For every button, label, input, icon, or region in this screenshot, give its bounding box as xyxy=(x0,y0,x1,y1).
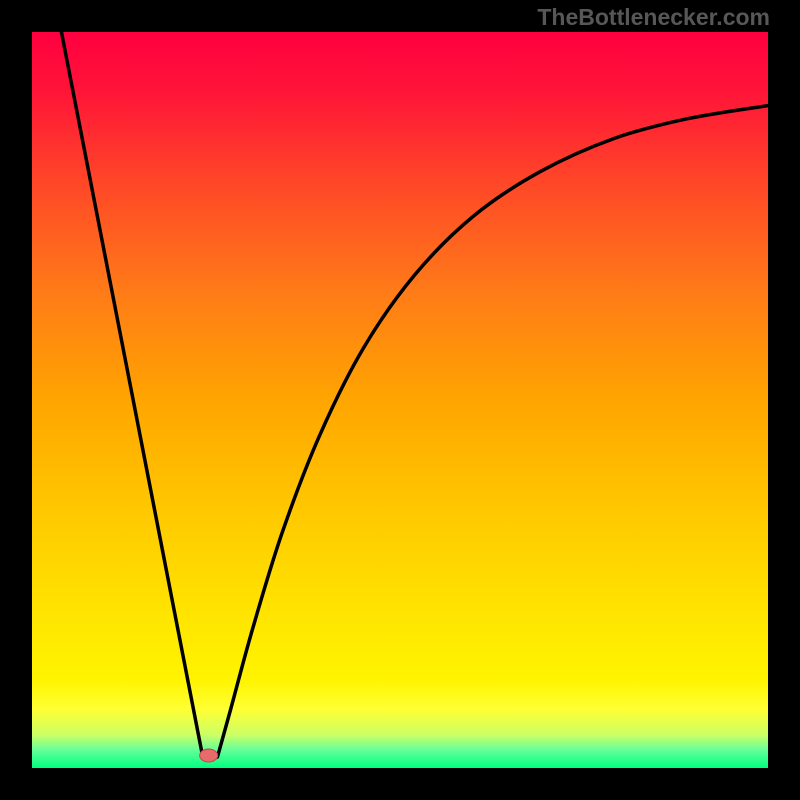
optimal-point-marker xyxy=(200,749,218,762)
watermark-text: TheBottlenecker.com xyxy=(537,4,770,31)
chart-container: TheBottlenecker.com xyxy=(0,0,800,800)
bottleneck-curve xyxy=(61,32,768,759)
plot-area xyxy=(32,32,768,768)
curve-layer xyxy=(32,32,768,768)
